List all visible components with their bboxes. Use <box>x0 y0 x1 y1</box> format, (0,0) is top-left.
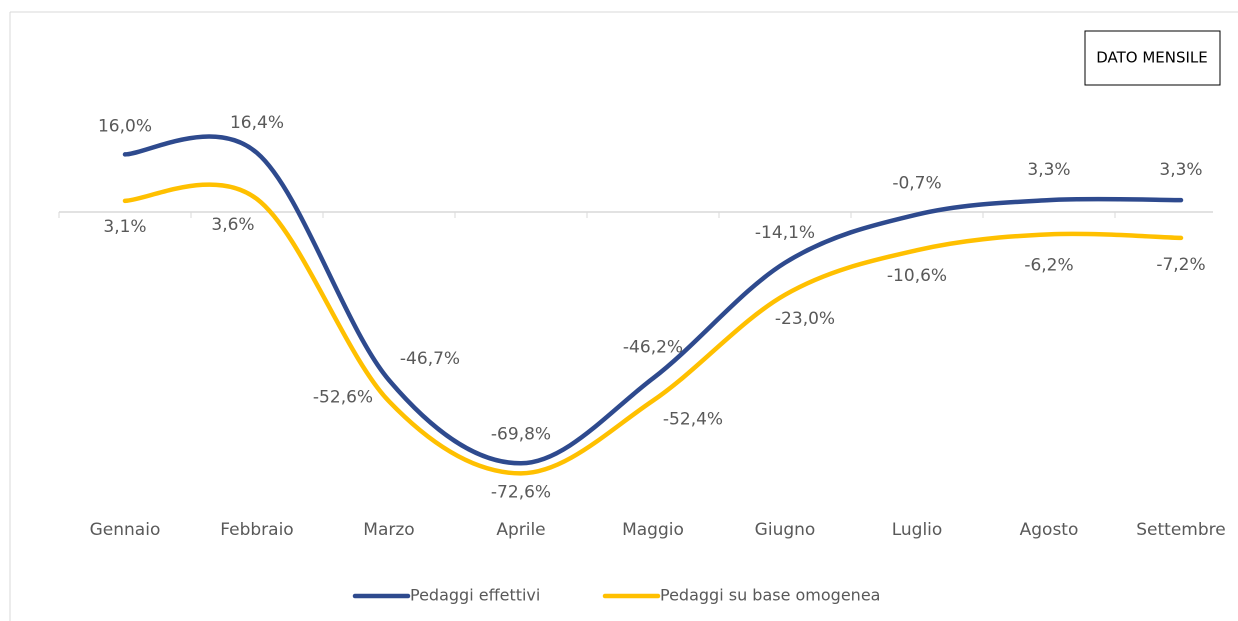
data-label: -0,7% <box>892 174 941 194</box>
x-tick-label: Marzo <box>363 520 414 540</box>
data-label: -10,6% <box>887 266 947 286</box>
x-tick-label: Maggio <box>622 520 684 540</box>
data-label: -23,0% <box>775 309 835 329</box>
data-label: -52,6% <box>313 387 373 407</box>
data-label: -46,2% <box>623 337 683 357</box>
data-label: 3,3% <box>1027 160 1070 180</box>
data-label: 3,6% <box>211 215 254 235</box>
data-label: -69,8% <box>491 424 551 444</box>
data-label: -7,2% <box>1156 255 1205 275</box>
data-label: -46,7% <box>400 349 460 369</box>
x-tick-label: Luglio <box>892 520 943 540</box>
legend-label: Pedaggi su base omogenea <box>660 586 880 605</box>
x-tick-label: Aprile <box>496 520 545 540</box>
data-label: 3,1% <box>103 217 146 237</box>
data-label: -6,2% <box>1024 255 1073 275</box>
series-line <box>122 134 1184 466</box>
x-tick-label: Settembre <box>1136 520 1225 540</box>
x-tick-label: Agosto <box>1020 520 1079 540</box>
legend-label: Pedaggi effettivi <box>410 586 540 605</box>
data-label: 16,4% <box>230 113 284 133</box>
data-label: -52,4% <box>663 410 723 430</box>
data-label: -14,1% <box>755 223 815 243</box>
annotation: DATO MENSILE <box>1096 49 1208 67</box>
x-tick-label: Giugno <box>755 520 816 540</box>
data-label: -72,6% <box>491 482 551 502</box>
x-tick-label: Gennaio <box>90 520 161 540</box>
x-tick-label: Febbraio <box>220 520 293 540</box>
series-line <box>122 182 1184 476</box>
annotation-box <box>1084 30 1221 86</box>
data-label: 16,0% <box>98 116 152 136</box>
data-label: 3,3% <box>1159 160 1202 180</box>
